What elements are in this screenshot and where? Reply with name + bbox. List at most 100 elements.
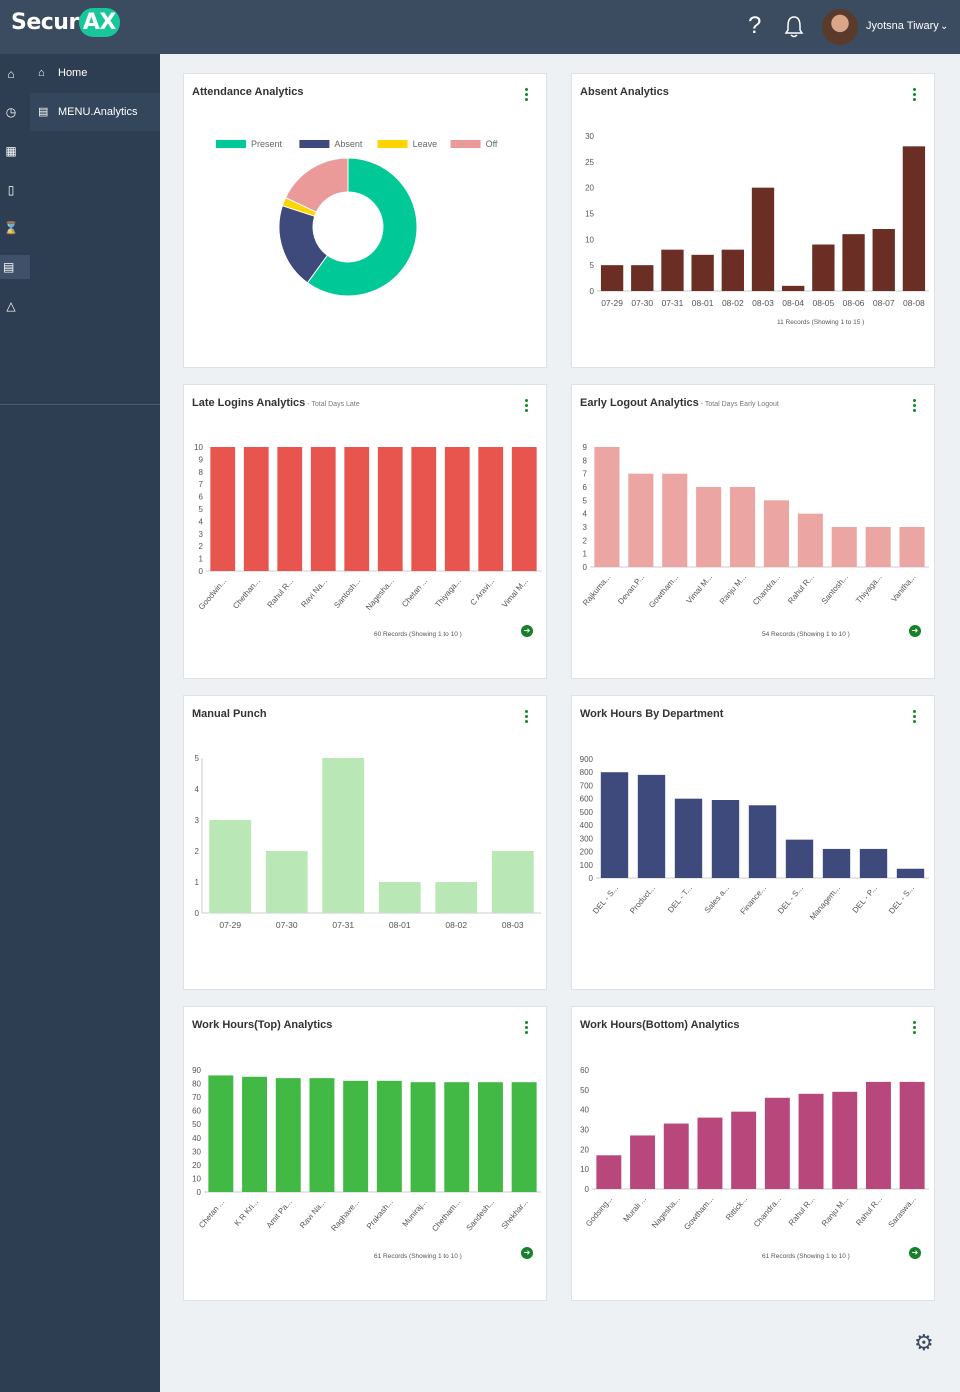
y-tick-label: 25 [585,158,594,167]
y-tick-label: 9 [583,443,588,452]
x-tick-label: Chetan ... [197,1198,226,1230]
bar [902,146,926,291]
y-tick-label: 2 [195,847,200,856]
attendance-donut-chart: Present Absent Leave Off [216,139,498,297]
y-tick-label: 800 [580,768,594,777]
more-options-icon[interactable] [913,710,917,724]
card-subtitle: - Total Days Late [305,401,360,408]
mobile-icon[interactable]: ▯ [7,183,15,197]
x-tick-label: Rahul R... [787,1195,817,1228]
home-icon[interactable]: ⌂ [7,67,15,81]
x-tick-label: DEL - S... [591,884,620,916]
y-tick-label: 5 [199,505,204,514]
x-tick-label: Ravi Na... [299,577,328,610]
user-avatar[interactable] [822,9,858,45]
y-tick-label: 10 [580,1165,589,1174]
late-logins-card: Late Logins Analytics - Total Days Late … [183,384,547,679]
card-title-text: Late Logins Analytics [192,397,306,409]
x-tick-label: Murali ... [621,1195,648,1224]
user-name[interactable]: Jyotsna Tiwary [866,20,939,32]
y-tick-label: 10 [194,443,203,452]
y-tick-label: 4 [195,785,200,794]
x-tick-label: Chandra... [751,573,782,607]
y-tick-label: 40 [580,1106,589,1115]
chevron-down-icon[interactable]: ⌄ [940,21,949,32]
y-tick-label: 400 [580,821,594,830]
records-count: 61 Records (Showing 1 to 10 ) [374,1253,462,1260]
y-tick-label: 50 [192,1120,201,1129]
y-tick-label: 20 [192,1161,201,1170]
clock-icon[interactable]: ◷ [5,105,17,119]
bar [594,447,620,567]
more-options-icon[interactable] [525,1021,529,1035]
y-tick-label: 3 [199,530,204,539]
y-tick-label: 70 [192,1093,201,1102]
bar [748,805,777,878]
y-tick-label: 100 [580,861,594,870]
y-tick-label: 8 [199,468,204,477]
y-tick-label: 40 [192,1134,201,1143]
next-arrow-icon[interactable]: ➜ [909,625,921,637]
more-options-icon[interactable] [525,710,529,724]
department-bar-chart: 0 100 200 300 400 500 600 700 800 900 DEL - S... Pr… [580,755,929,922]
y-tick-label: 10 [585,235,594,244]
bar [831,527,857,567]
next-arrow-icon[interactable]: ➜ [521,625,533,637]
bar [600,772,629,878]
x-tick-label: DEL - S... [887,884,916,916]
x-tick-label: 07-30 [631,298,653,308]
y-tick-label: 500 [580,808,594,817]
bar [242,1076,268,1192]
more-options-icon[interactable] [525,399,529,413]
calendar-icon[interactable]: ▦ [5,144,17,158]
menu-item-analytics[interactable]: ▤ MENU.Analytics [30,93,160,131]
donut-slice-present [306,157,418,297]
home-icon: ⌂ [38,67,45,79]
bar [662,473,688,567]
chart-icon[interactable]: ▤ [0,255,30,279]
settings-gear-icon[interactable]: ⚙ [914,1330,934,1355]
y-tick-label: 0 [583,563,588,572]
app-logo[interactable]: Secur AX [11,8,120,37]
y-tick-label: 2 [199,542,204,551]
y-tick-label: 5 [195,754,200,763]
next-arrow-icon[interactable]: ➜ [909,1247,921,1259]
x-tick-label: Vimal M... [685,573,715,606]
y-tick-label: 300 [580,834,594,843]
hourglass-icon[interactable]: ⌛ [3,221,19,235]
more-options-icon[interactable] [913,88,917,102]
records-count: 54 Records (Showing 1 to 10 ) [762,631,850,638]
help-icon[interactable]: ? [748,12,762,39]
bar [310,447,336,571]
y-tick-label: 0 [195,909,200,918]
bar [477,1082,503,1192]
bell-icon[interactable]: △ [6,299,16,313]
bar [410,1082,436,1192]
bar [628,473,654,567]
bar [491,851,534,913]
y-tick-label: 1 [583,550,588,559]
bar [637,774,666,878]
chart-icon: ▤ [38,106,49,118]
bar [730,487,756,567]
x-tick-label: 08-03 [752,298,774,308]
menu-item-home[interactable]: ⌂ Home [30,54,160,92]
x-tick-label: 07-31 [662,298,684,308]
x-tick-label: Nagesha... [364,577,396,612]
manual-punch-bar-chart: 0 1 2 3 4 5 07-29 07-30 07-31 08-01 08-02 08-03 [195,754,541,930]
legend-swatch [216,140,246,148]
x-tick-label: Chandra... [752,1195,783,1229]
bar [378,882,421,913]
next-arrow-icon[interactable]: ➜ [521,1247,533,1259]
notification-bell-icon[interactable] [784,15,804,39]
attendance-analytics-card: Attendance Analytics Present Absent Leave O… [183,73,547,368]
y-tick-label: 10 [192,1174,201,1183]
bar [896,868,925,878]
more-options-icon[interactable] [913,399,917,413]
sidebar-filler [0,404,160,1392]
more-options-icon[interactable] [913,1021,917,1035]
bar [322,758,365,913]
work-hours-top-card: Work Hours(Top) Analytics 0 10 20 30 40 50 60 7… [183,1006,547,1301]
more-options-icon[interactable] [525,88,529,102]
bar [763,500,789,567]
